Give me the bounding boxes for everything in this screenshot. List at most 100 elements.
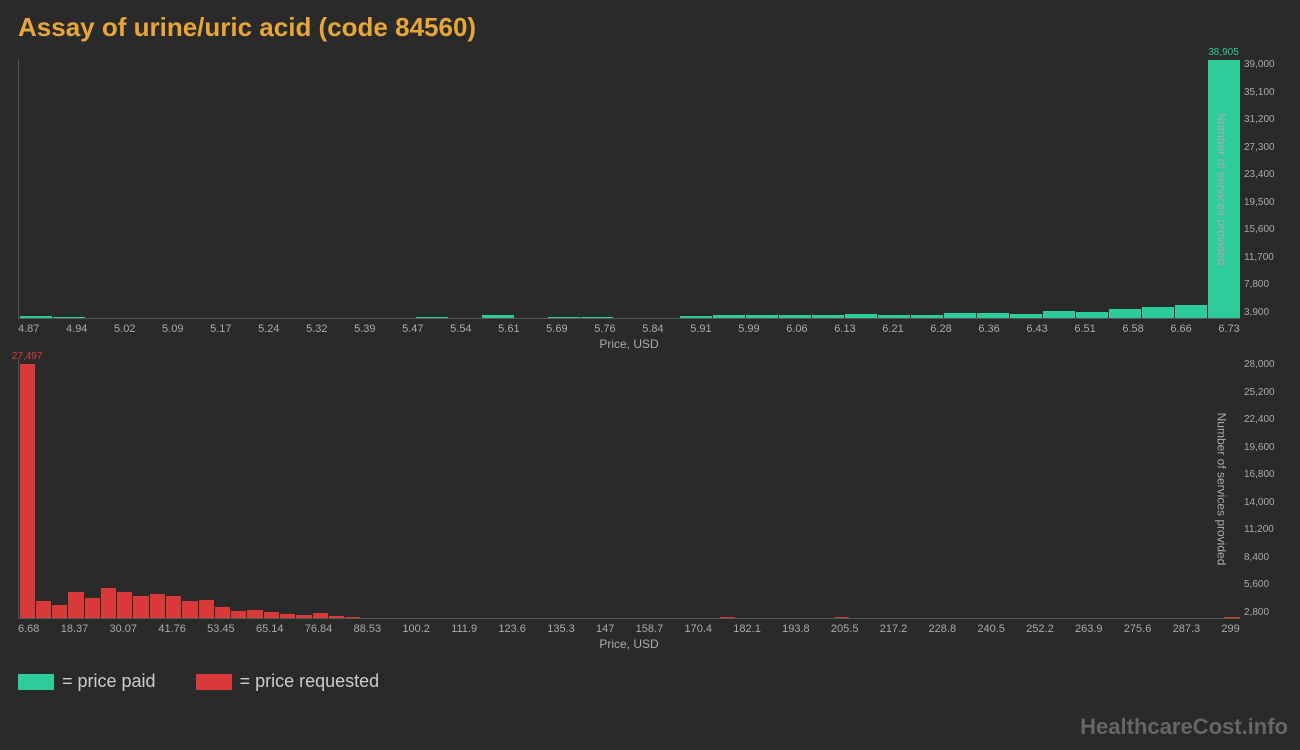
y-tick: 28,000 — [1244, 359, 1288, 370]
x-tick: 5.24 — [258, 323, 279, 335]
x-tick: 88.53 — [354, 623, 382, 635]
bar — [166, 596, 181, 618]
x-tick: 135.3 — [547, 623, 575, 635]
x-tick: 275.6 — [1124, 623, 1152, 635]
x-tick: 4.94 — [66, 323, 87, 335]
x-tick: 182.1 — [733, 623, 761, 635]
y-tick: 39,000 — [1244, 59, 1288, 70]
y-axis-label: Number of services provided — [1215, 112, 1229, 265]
x-tick: 5.84 — [642, 323, 663, 335]
legend-item-requested: = price requested — [196, 671, 380, 692]
x-tick: 6.06 — [786, 323, 807, 335]
x-tick: 6.68 — [18, 623, 39, 635]
y-tick: 8,400 — [1244, 552, 1288, 563]
x-tick: 147 — [596, 623, 614, 635]
x-tick: 6.73 — [1218, 323, 1239, 335]
bar — [231, 611, 246, 618]
x-tick: 6.21 — [882, 323, 903, 335]
y-tick: 25,200 — [1244, 387, 1288, 398]
y-tick: 35,100 — [1244, 87, 1288, 98]
x-tick: 5.91 — [690, 323, 711, 335]
x-tick: 100.2 — [402, 623, 430, 635]
bar — [845, 314, 877, 318]
y-tick: 16,800 — [1244, 469, 1288, 480]
bar — [680, 316, 712, 318]
bar — [548, 317, 580, 318]
x-tick: 6.43 — [1026, 323, 1047, 335]
bar — [779, 315, 811, 318]
bar — [296, 615, 311, 618]
x-tick: 65.14 — [256, 623, 284, 635]
x-tick: 30.07 — [110, 623, 138, 635]
x-tick: 6.58 — [1122, 323, 1143, 335]
x-tick: 217.2 — [880, 623, 908, 635]
bar — [1043, 311, 1075, 318]
bar — [1109, 309, 1141, 318]
bar — [713, 315, 745, 318]
legend-swatch-paid — [18, 674, 54, 690]
bar — [101, 588, 116, 618]
x-tick: 4.87 — [18, 323, 39, 335]
x-tick: 205.5 — [831, 623, 859, 635]
y-tick: 11,700 — [1244, 252, 1288, 263]
bar — [280, 614, 295, 618]
y-tick: 11,200 — [1244, 524, 1288, 535]
bar — [977, 313, 1009, 318]
bar — [247, 610, 262, 618]
x-tick: 170.4 — [684, 623, 712, 635]
x-tick: 123.6 — [498, 623, 526, 635]
bar — [345, 617, 360, 618]
x-tick: 5.54 — [450, 323, 471, 335]
legend-label: = price requested — [240, 671, 380, 692]
y-tick: 19,500 — [1244, 197, 1288, 208]
bar — [1175, 305, 1207, 318]
bar — [416, 317, 448, 318]
bar — [182, 601, 197, 618]
x-tick: 5.69 — [546, 323, 567, 335]
x-tick: 228.8 — [929, 623, 957, 635]
x-tick: 5.47 — [402, 323, 423, 335]
x-tick: 5.39 — [354, 323, 375, 335]
bar — [117, 592, 132, 618]
x-tick: 6.66 — [1170, 323, 1191, 335]
bar — [150, 594, 165, 618]
x-tick: 6.36 — [978, 323, 999, 335]
y-tick: 31,200 — [1244, 114, 1288, 125]
x-tick: 5.09 — [162, 323, 183, 335]
bar — [133, 596, 148, 618]
y-tick: 14,000 — [1244, 497, 1288, 508]
x-tick: 287.3 — [1173, 623, 1201, 635]
legend: = price paid = price requested — [0, 659, 1300, 704]
y-tick: 27,300 — [1244, 142, 1288, 153]
bar — [53, 317, 85, 318]
x-tick: 5.61 — [498, 323, 519, 335]
y-tick: 7,800 — [1244, 279, 1288, 290]
bar: 27,497 — [20, 364, 35, 618]
legend-item-paid: = price paid — [18, 671, 156, 692]
x-tick: 5.99 — [738, 323, 759, 335]
legend-swatch-requested — [196, 674, 232, 690]
bar — [482, 315, 514, 318]
bar — [199, 600, 214, 619]
bar — [746, 315, 778, 318]
bar — [1224, 617, 1239, 618]
bar — [85, 598, 100, 618]
x-tick: 5.32 — [306, 323, 327, 335]
x-tick: 5.02 — [114, 323, 135, 335]
bar — [1076, 312, 1108, 318]
y-tick: 5,600 — [1244, 579, 1288, 590]
bar — [581, 317, 613, 318]
x-tick: 76.84 — [305, 623, 333, 635]
y-tick: 23,400 — [1244, 169, 1288, 180]
y-tick: 15,600 — [1244, 224, 1288, 235]
chart-title: Assay of urine/uric acid (code 84560) — [0, 0, 1300, 51]
x-tick: 299 — [1221, 623, 1239, 635]
bar — [313, 613, 328, 618]
x-axis-label: Price, USD — [18, 337, 1240, 351]
bar-max-label: 27,497 — [12, 351, 43, 362]
x-tick: 252.2 — [1026, 623, 1054, 635]
x-tick: 158.7 — [636, 623, 664, 635]
x-axis-label: Price, USD — [18, 637, 1240, 651]
x-tick: 41.76 — [158, 623, 186, 635]
y-tick: 3,900 — [1244, 307, 1288, 318]
